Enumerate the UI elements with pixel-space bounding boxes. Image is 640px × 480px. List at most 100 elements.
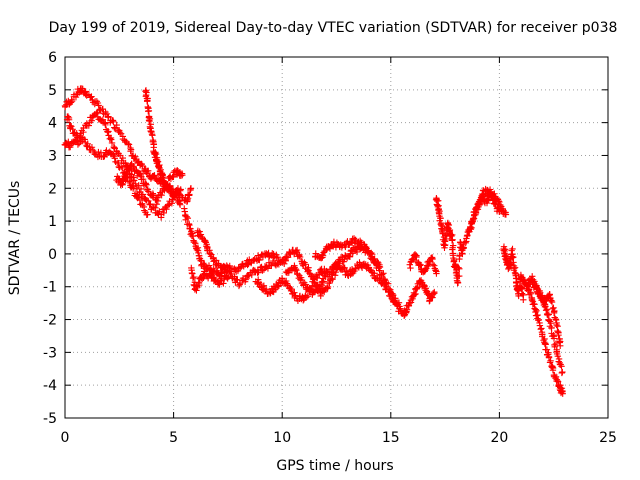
data-point [111, 155, 118, 162]
y-tick-label: -4 [43, 378, 57, 394]
data-point [306, 270, 313, 277]
data-point [529, 278, 537, 286]
data-point [496, 208, 503, 215]
data-point [78, 85, 86, 92]
data-point [542, 307, 550, 314]
data-point [449, 242, 457, 249]
data-point [248, 271, 255, 279]
data-point [310, 276, 317, 283]
data-point [527, 290, 535, 297]
data-point [449, 246, 456, 253]
data-point [550, 335, 558, 342]
data-point [149, 132, 156, 139]
data-point [110, 118, 117, 125]
data-point [200, 270, 207, 278]
data-point [88, 93, 95, 100]
data-point [216, 281, 223, 288]
data-point [117, 163, 125, 170]
data-point [189, 274, 197, 282]
data-point [319, 252, 327, 259]
data-point [124, 140, 132, 148]
data-point [88, 144, 96, 151]
data-point [110, 151, 117, 159]
data-point [433, 270, 440, 277]
data-point [302, 261, 309, 268]
data-point [107, 136, 115, 143]
data-point [130, 177, 138, 184]
data-point [119, 154, 127, 162]
data-point [158, 191, 165, 199]
data-point [456, 265, 463, 272]
x-tick-label: 5 [169, 430, 178, 446]
data-point [429, 261, 437, 268]
data-point [415, 260, 423, 268]
data-point [95, 102, 102, 109]
data-point [407, 264, 414, 272]
y-tick-label: 6 [48, 50, 57, 66]
data-point [184, 214, 192, 222]
data-point [224, 267, 232, 274]
data-point [437, 219, 445, 227]
x-tick-label: 25 [599, 430, 617, 446]
data-point [496, 201, 504, 209]
data-point [331, 272, 339, 279]
data-point [535, 316, 542, 323]
data-point [144, 97, 151, 105]
data-point [111, 125, 119, 132]
data-point [314, 274, 321, 282]
data-point [532, 306, 539, 313]
data-point [154, 197, 162, 205]
data-point [151, 172, 158, 179]
data-point [184, 196, 191, 203]
data-point [145, 107, 153, 115]
data-point [502, 211, 510, 218]
data-point [146, 117, 153, 125]
data-point [391, 296, 399, 304]
data-point [443, 235, 450, 243]
data-point [508, 247, 515, 254]
y-tick-label: 5 [48, 83, 57, 99]
y-tick-label: -1 [43, 280, 57, 296]
data-point [304, 292, 312, 300]
data-point [550, 309, 558, 317]
plot-frame [64, 56, 609, 419]
data-point [420, 281, 427, 289]
data-points [61, 85, 566, 397]
data-point [169, 193, 177, 200]
data-point [220, 262, 227, 270]
data-point [553, 319, 560, 327]
y-tick-label: -5 [43, 411, 57, 427]
y-tick-label: -2 [43, 313, 57, 329]
data-point [179, 171, 186, 179]
data-point [545, 353, 553, 360]
data-point [455, 264, 462, 271]
chart-title: Day 199 of 2019, Sidereal Day-to-day VTE… [49, 20, 618, 36]
data-point [429, 255, 436, 263]
data-point [142, 180, 149, 187]
data-point [188, 269, 196, 277]
data-point [153, 200, 160, 208]
data-point [363, 243, 370, 251]
data-point [251, 268, 258, 275]
data-point [403, 306, 411, 313]
data-point [432, 266, 439, 274]
y-tick-label: 0 [48, 247, 57, 263]
data-point [411, 291, 418, 298]
x-tick-label: 15 [382, 430, 400, 446]
data-point [380, 270, 387, 277]
data-point [68, 98, 76, 105]
data-point [537, 325, 544, 333]
data-point [183, 213, 190, 221]
data-point [145, 167, 152, 174]
data-point [265, 253, 273, 261]
data-point [167, 186, 175, 193]
data-point [264, 265, 272, 272]
data-point [236, 264, 244, 272]
data-point [292, 265, 299, 273]
data-point [119, 164, 126, 172]
data-point [369, 251, 376, 258]
data-point [136, 196, 144, 204]
data-point [228, 270, 235, 278]
data-point [143, 89, 150, 96]
